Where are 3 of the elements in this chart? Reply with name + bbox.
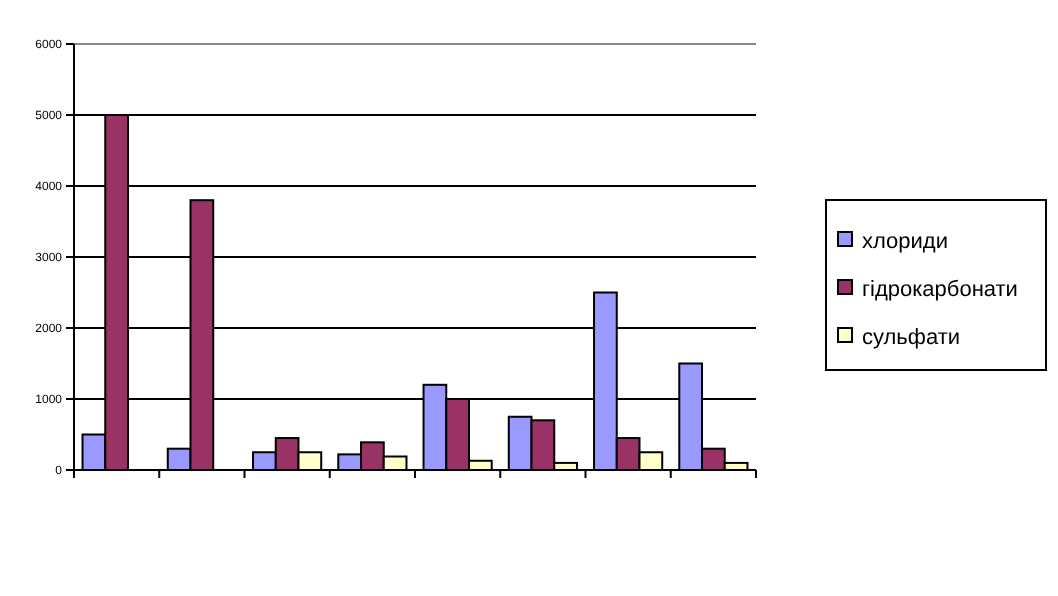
legend-label: гідрокарбонати xyxy=(862,277,1018,302)
legend-label: хлориди xyxy=(862,229,948,254)
legend-label: сульфати xyxy=(862,325,961,350)
